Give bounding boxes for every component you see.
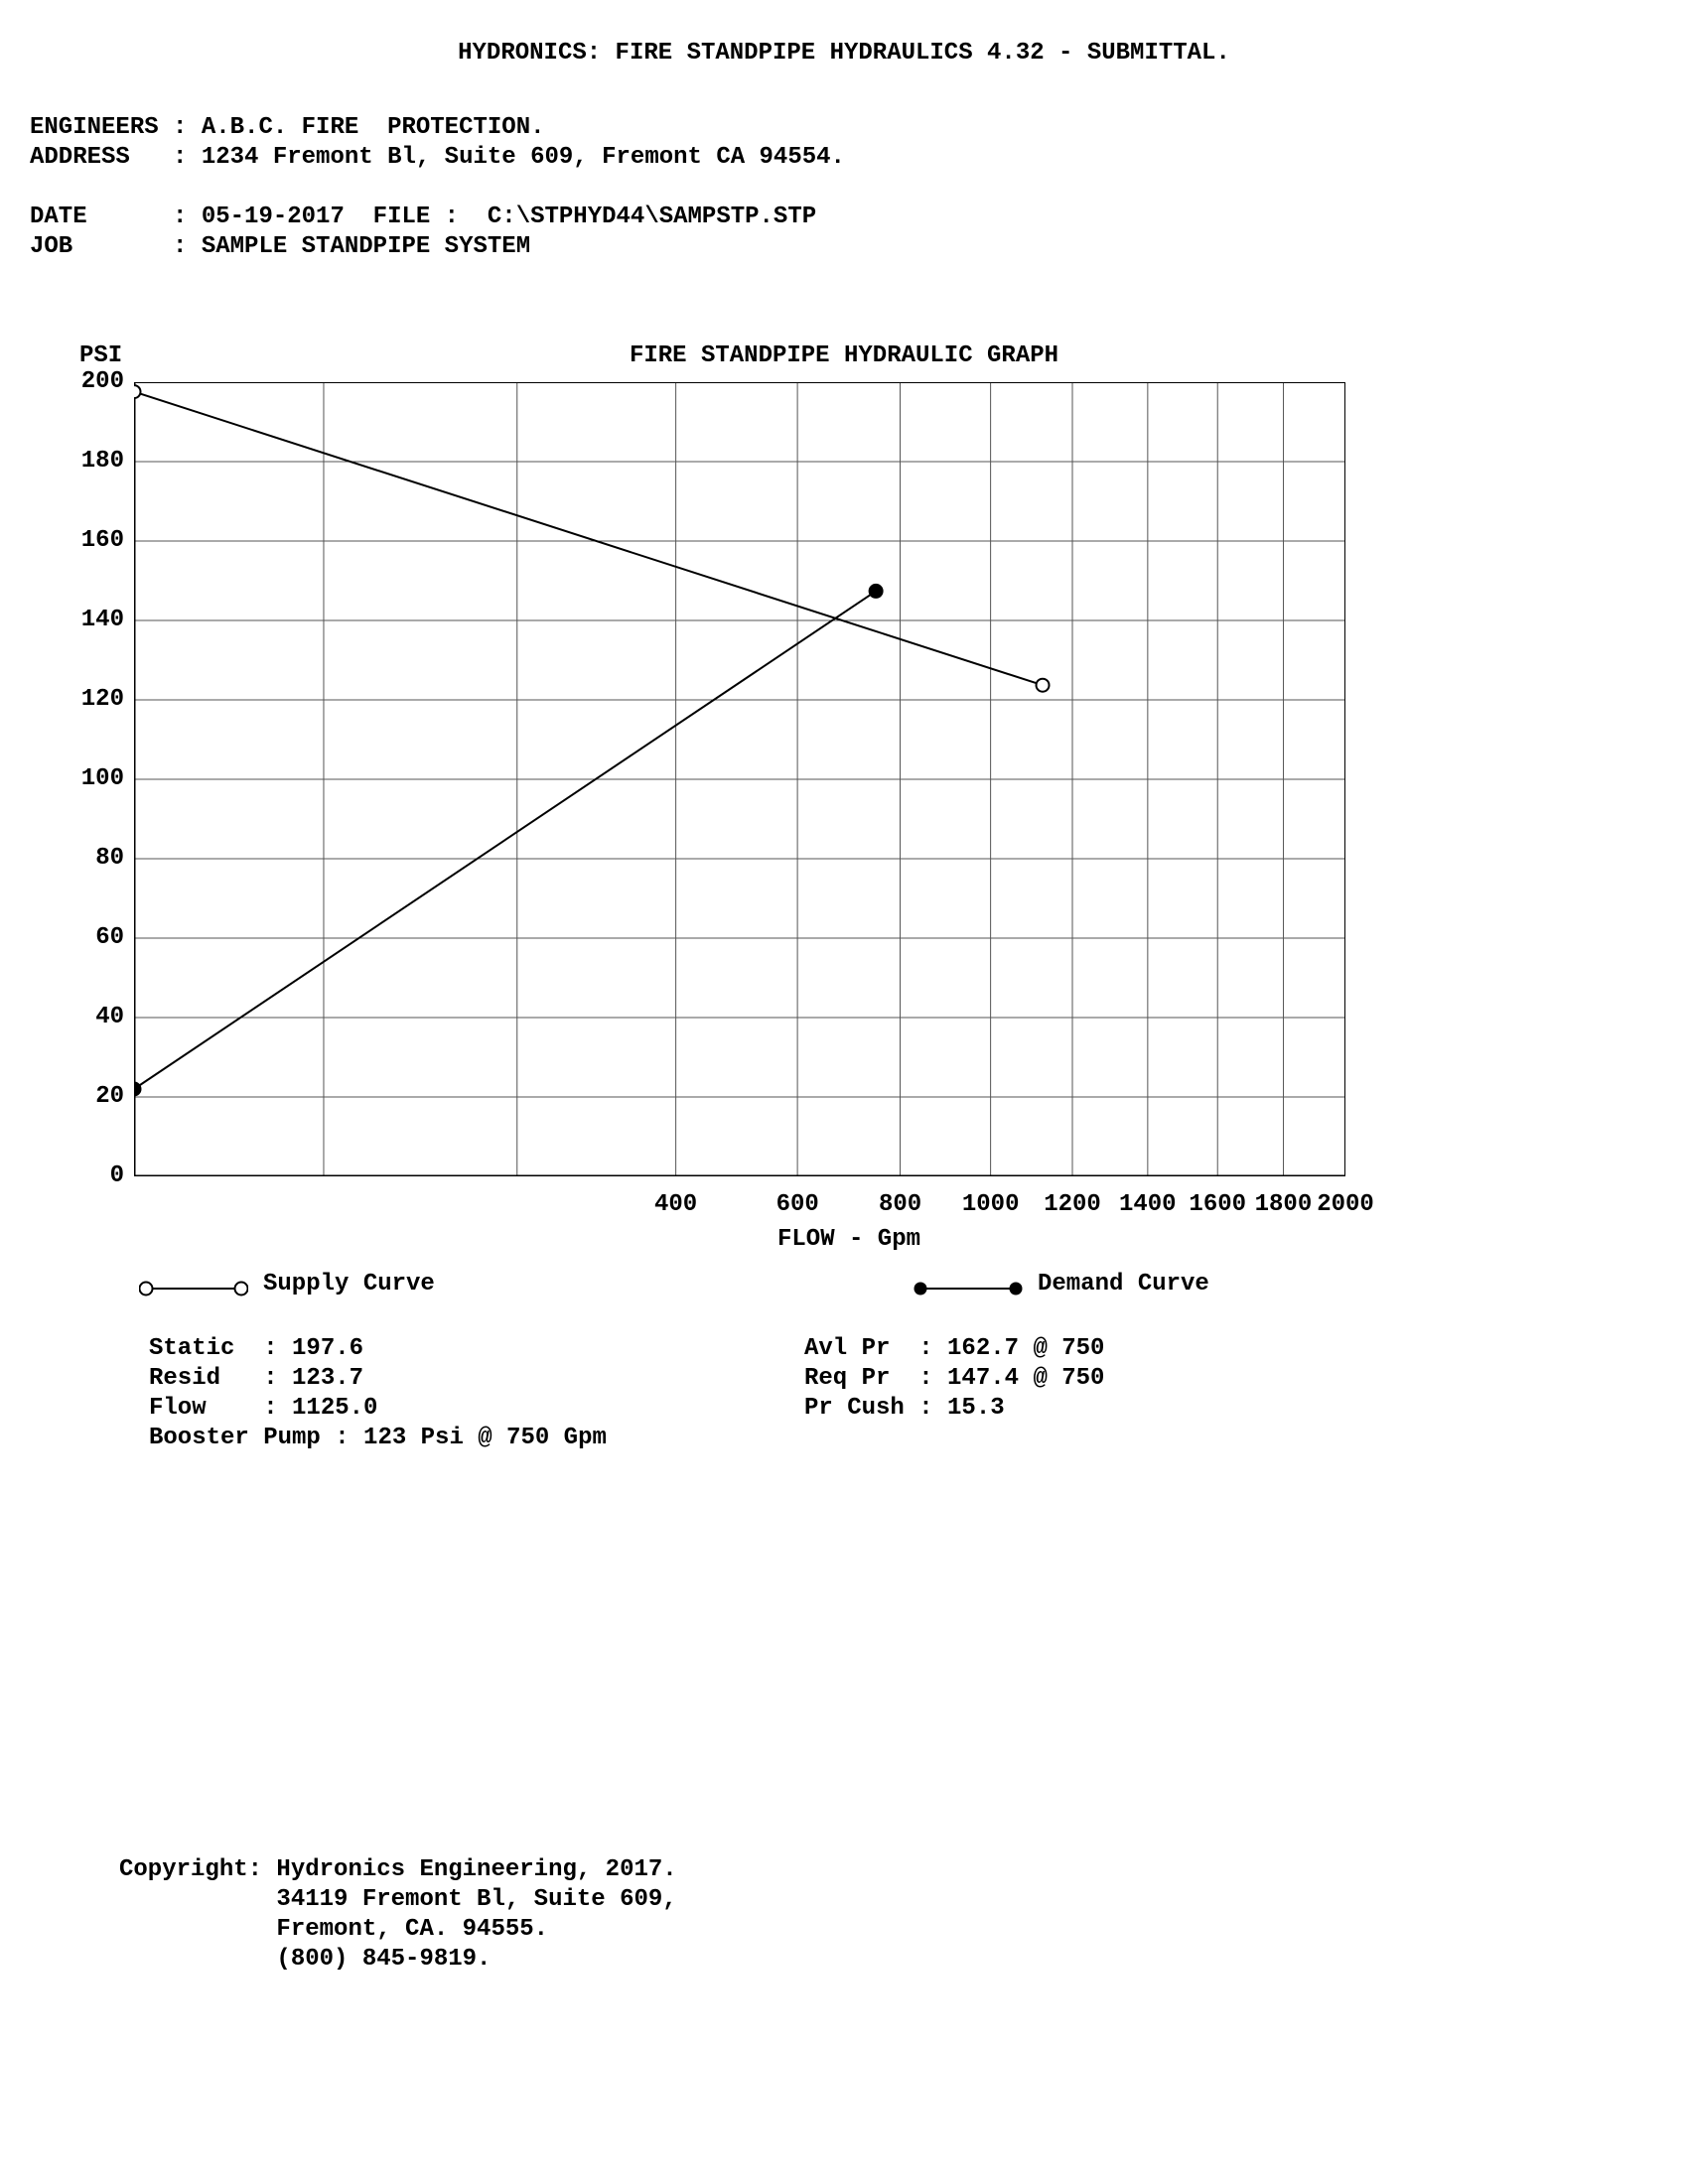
x-tick: 600 [738, 1191, 857, 1218]
y-tick: 200 [55, 368, 124, 395]
avl-pr-value: Avl Pr : 162.7 @ 750 [804, 1335, 1104, 1362]
page: HYDRONICS: FIRE STANDPIPE HYDRAULICS 4.3… [0, 0, 1688, 2184]
page-title: HYDRONICS: FIRE STANDPIPE HYDRAULICS 4.3… [0, 40, 1688, 67]
date-label: DATE : [30, 204, 187, 230]
x-axis-label: FLOW - Gpm [134, 1226, 1564, 1253]
supply-legend-icon [139, 1279, 248, 1298]
copyright-line-4: (800) 845-9819. [119, 1946, 491, 1973]
flow-value: Flow : 1125.0 [149, 1395, 377, 1422]
y-tick: 140 [55, 607, 124, 633]
engineers-value: A.B.C. FIRE PROTECTION. [187, 114, 544, 141]
y-tick: 40 [55, 1004, 124, 1030]
address-label: ADDRESS : [30, 144, 187, 171]
address-value: 1234 Fremont Bl, Suite 609, Fremont CA 9… [187, 144, 845, 171]
x-tick: 2000 [1286, 1191, 1405, 1218]
copyright-line-3: Fremont, CA. 94555. [119, 1916, 548, 1943]
y-tick: 80 [55, 845, 124, 872]
hydraulic-chart [134, 382, 1345, 1176]
y-tick: 60 [55, 924, 124, 951]
req-pr-value: Req Pr : 147.4 @ 750 [804, 1365, 1104, 1392]
booster-value: Booster Pump : 123 Psi @ 750 Gpm [149, 1425, 607, 1451]
y-tick: 100 [55, 765, 124, 792]
y-tick: 120 [55, 686, 124, 713]
copyright-line-1: Copyright: Hydronics Engineering, 2017. [119, 1856, 677, 1883]
pr-cush-value: Pr Cush : 15.3 [804, 1395, 1005, 1422]
job-value: SAMPLE STANDPIPE SYSTEM [187, 233, 530, 260]
supply-legend-label: Supply Curve [263, 1271, 435, 1297]
date-value: 05-19-2017 FILE : C:\STPHYD44\SAMPSTP.ST… [187, 204, 816, 230]
demand-legend-label: Demand Curve [1038, 1271, 1209, 1297]
engineers-label: ENGINEERS : [30, 114, 187, 141]
x-tick: 400 [617, 1191, 736, 1218]
engineers-line: ENGINEERS : A.B.C. FIRE PROTECTION. [30, 114, 545, 141]
resid-value: Resid : 123.7 [149, 1365, 363, 1392]
address-line: ADDRESS : 1234 Fremont Bl, Suite 609, Fr… [30, 144, 845, 171]
demand-legend-icon [914, 1279, 1023, 1298]
y-tick: 0 [55, 1162, 124, 1189]
chart-title: FIRE STANDPIPE HYDRAULIC GRAPH [0, 342, 1688, 369]
static-value: Static : 197.6 [149, 1335, 363, 1362]
copyright-line-2: 34119 Fremont Bl, Suite 609, [119, 1886, 677, 1913]
y-tick: 20 [55, 1083, 124, 1110]
y-tick: 180 [55, 448, 124, 475]
job-line: JOB : SAMPLE STANDPIPE SYSTEM [30, 233, 530, 260]
y-tick: 160 [55, 527, 124, 554]
job-label: JOB : [30, 233, 187, 260]
date-line: DATE : 05-19-2017 FILE : C:\STPHYD44\SAM… [30, 204, 816, 230]
